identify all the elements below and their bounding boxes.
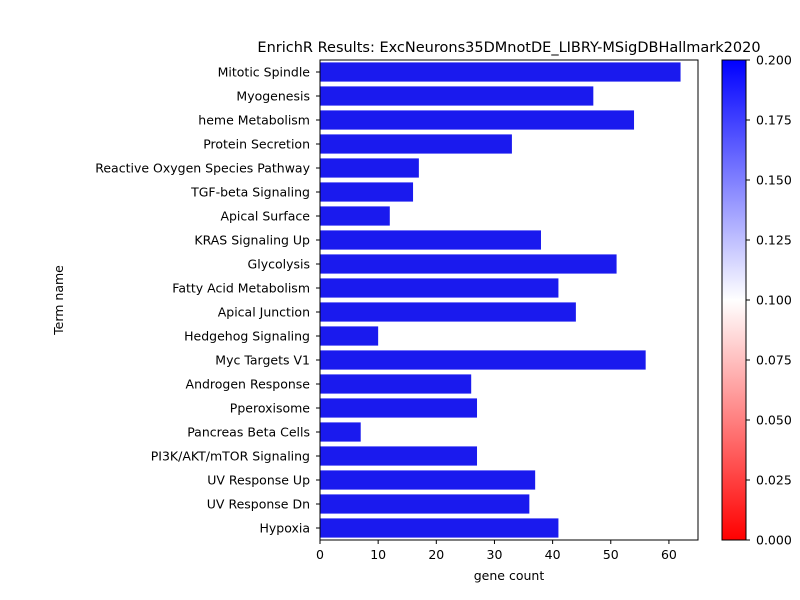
y-tick-label: Pperoxisome — [230, 401, 310, 416]
y-tick-labels: Mitotic Spindle Myogenesis heme Metabolism… — [95, 65, 320, 536]
y-tick-label: KRAS Signaling Up — [194, 233, 310, 248]
bar — [320, 230, 541, 250]
y-tick-label: UV Response Up — [207, 473, 310, 488]
bars-layer — [320, 62, 681, 538]
y-tick-label: Hypoxia — [259, 521, 310, 536]
colorbar-tick-label: 0.125 — [756, 233, 792, 248]
bar — [320, 134, 512, 154]
colorbar-ticks: 0.000 0.025 0.050 0.075 0.100 0.125 0.150 0.175… — [746, 53, 792, 548]
y-tick-label: UV Response Dn — [207, 497, 310, 512]
y-tick-label: Androgen Response — [186, 377, 311, 392]
x-tick-label: 50 — [603, 547, 619, 562]
bar — [320, 110, 635, 130]
y-tick-label: Mitotic Spindle — [218, 65, 311, 80]
x-tick-label: 0 — [316, 547, 324, 562]
bar — [320, 518, 559, 538]
x-ticks: 0 10 20 30 40 50 60 — [316, 540, 677, 562]
x-tick-label: 60 — [661, 547, 677, 562]
colorbar — [722, 60, 746, 540]
bar — [320, 350, 646, 370]
bar — [320, 86, 594, 106]
y-tick-label: Fatty Acid Metabolism — [172, 281, 310, 296]
x-tick-label: 20 — [428, 547, 444, 562]
y-tick-label: Apical Surface — [220, 209, 310, 224]
y-tick-label: Myogenesis — [236, 89, 310, 104]
bar — [320, 422, 361, 442]
x-axis-label: gene count — [474, 568, 545, 583]
bar — [320, 326, 379, 346]
bar — [320, 470, 536, 490]
bar — [320, 494, 530, 514]
y-tick-label: Glycolysis — [248, 257, 310, 272]
y-tick-label: Protein Secretion — [203, 137, 310, 152]
bar — [320, 206, 390, 226]
y-tick-label: Hedgehog Signaling — [184, 329, 310, 344]
colorbar-tick-label: 0.075 — [756, 353, 792, 368]
bar — [320, 302, 576, 322]
y-tick-label: TGF-beta Signaling — [190, 185, 310, 200]
y-tick-label: Pancreas Beta Cells — [187, 425, 310, 440]
y-tick-label: Reactive Oxygen Species Pathway — [95, 161, 310, 176]
colorbar-tick-label: 0.000 — [756, 533, 792, 548]
bar — [320, 158, 419, 178]
x-tick-label: 30 — [487, 547, 503, 562]
bar — [320, 374, 472, 394]
y-tick-label: Myc Targets V1 — [215, 353, 310, 368]
bar — [320, 254, 617, 274]
bar — [320, 398, 478, 418]
colorbar-tick-label: 0.200 — [756, 53, 792, 68]
y-tick-label: Apical Junction — [218, 305, 310, 320]
x-tick-label: 10 — [370, 547, 386, 562]
y-tick-label: PI3K/AKT/mTOR Signaling — [151, 449, 310, 464]
plot-frame — [319, 59, 699, 541]
bar — [320, 182, 414, 202]
colorbar-tick-label: 0.150 — [756, 173, 792, 188]
x-tick-label: 40 — [545, 547, 561, 562]
chart-title: EnrichR Results: ExcNeurons35DMnotDE_LIB… — [257, 40, 760, 56]
bar — [320, 278, 559, 298]
bar — [320, 62, 681, 82]
bar — [320, 446, 478, 466]
colorbar-tick-label: 0.100 — [756, 293, 792, 308]
y-tick-label: heme Metabolism — [198, 113, 310, 128]
y-axis-label: Term name — [51, 265, 66, 336]
colorbar-tick-label: 0.025 — [756, 473, 792, 488]
colorbar-tick-label: 0.175 — [756, 113, 792, 128]
colorbar-tick-label: 0.050 — [756, 413, 792, 428]
